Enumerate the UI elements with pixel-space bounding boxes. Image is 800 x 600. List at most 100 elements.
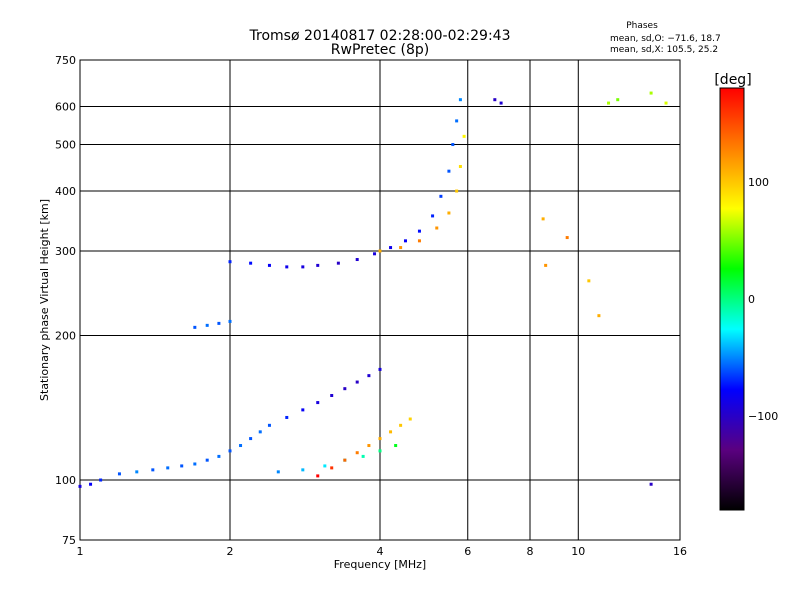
data-point <box>389 246 393 250</box>
data-point <box>330 394 334 398</box>
data-point <box>373 252 377 256</box>
data-point <box>367 374 371 378</box>
y-tick-label: 750 <box>55 54 76 67</box>
data-point <box>239 444 243 448</box>
data-point <box>367 444 371 448</box>
x-axis-label: Frequency [MHz] <box>334 558 426 571</box>
data-point <box>431 214 435 218</box>
data-point <box>649 482 653 486</box>
data-point <box>664 101 668 105</box>
data-point <box>89 482 93 486</box>
data-point <box>323 464 327 468</box>
data-point <box>249 437 253 441</box>
y-tick-label: 500 <box>55 139 76 152</box>
x-tick-label: 10 <box>571 545 585 558</box>
data-point <box>378 449 382 453</box>
colorbar-label: [deg] <box>714 72 751 88</box>
data-point <box>378 249 382 253</box>
phases-label: Phases <box>626 21 658 31</box>
y-tick-label: 600 <box>55 101 76 114</box>
data-point <box>135 470 139 474</box>
data-point <box>493 98 497 102</box>
colorbar-tick-label: 100 <box>748 176 769 189</box>
x-tick-label: 2 <box>227 545 234 558</box>
y-tick-label: 400 <box>55 185 76 198</box>
data-point <box>267 423 271 427</box>
x-tick-label: 1 <box>77 545 84 558</box>
data-point <box>417 239 421 243</box>
data-point <box>378 437 382 441</box>
data-point <box>544 263 548 267</box>
data-point <box>541 217 545 221</box>
colorbar <box>719 87 745 511</box>
x-tick-label: 16 <box>673 545 687 558</box>
data-point <box>597 314 601 318</box>
chart-title: Tromsø 20140817 02:28:00-02:29:43 <box>249 28 511 44</box>
data-point <box>616 98 620 102</box>
data-point <box>78 484 82 488</box>
data-point <box>399 423 403 427</box>
data-point <box>336 261 340 265</box>
y-axis-label: Stationary phase Virtual Height [km] <box>38 199 51 401</box>
data-point <box>455 189 459 193</box>
x-tick-label: 6 <box>464 545 471 558</box>
y-tick-label: 200 <box>55 330 76 343</box>
data-point <box>355 258 359 262</box>
data-point <box>355 380 359 384</box>
chart-subtitle: RwPretec (8p) <box>331 42 429 58</box>
data-point <box>389 430 393 434</box>
data-point <box>193 462 197 466</box>
data-point <box>399 246 403 250</box>
data-point <box>151 468 155 472</box>
colorbar-tick-label: 0 <box>748 293 755 306</box>
data-point <box>258 430 262 434</box>
data-point <box>343 458 347 462</box>
data-point <box>439 194 443 198</box>
stats-o: mean, sd,O: −71.6, 18.7 <box>610 34 721 44</box>
data-point <box>193 325 197 329</box>
data-point <box>99 478 103 482</box>
data-point <box>180 464 184 468</box>
data-point <box>316 474 320 478</box>
data-point <box>451 143 455 147</box>
stats-x: mean, sd,X: 105.5, 25.2 <box>610 45 718 55</box>
data-point <box>205 458 209 462</box>
data-point <box>458 98 462 102</box>
x-tick-label: 8 <box>527 545 534 558</box>
data-point <box>378 367 382 371</box>
data-point <box>217 454 221 458</box>
y-tick-label: 100 <box>55 474 76 487</box>
data-point <box>587 279 591 283</box>
data-points <box>78 91 668 488</box>
axes: 1 2 4 6 8 10 16 75 100 200 300 400 500 600 750 <box>55 54 687 558</box>
data-point <box>649 91 653 95</box>
data-point <box>316 263 320 267</box>
data-point <box>228 260 232 264</box>
data-point <box>205 323 209 327</box>
data-point <box>276 470 280 474</box>
data-point <box>355 451 359 455</box>
data-point <box>249 261 253 265</box>
data-point <box>435 226 439 230</box>
data-point <box>301 265 305 269</box>
data-point <box>607 101 611 105</box>
data-point <box>455 119 459 123</box>
data-point <box>228 449 232 453</box>
colorbar-ticks: 100 0 −100 <box>748 176 778 423</box>
colorbar-tick-label: −100 <box>748 410 778 423</box>
data-point <box>285 415 289 419</box>
data-point <box>301 468 305 472</box>
data-point <box>285 265 289 269</box>
data-point <box>499 101 503 105</box>
data-point <box>301 408 305 412</box>
data-point <box>462 134 466 138</box>
data-point <box>217 321 221 325</box>
data-point <box>458 164 462 168</box>
data-point <box>408 417 412 421</box>
data-point <box>228 319 232 323</box>
data-point <box>343 387 347 391</box>
y-tick-label: 300 <box>55 245 76 258</box>
data-point <box>565 236 569 240</box>
y-tick-label: 75 <box>62 534 76 547</box>
